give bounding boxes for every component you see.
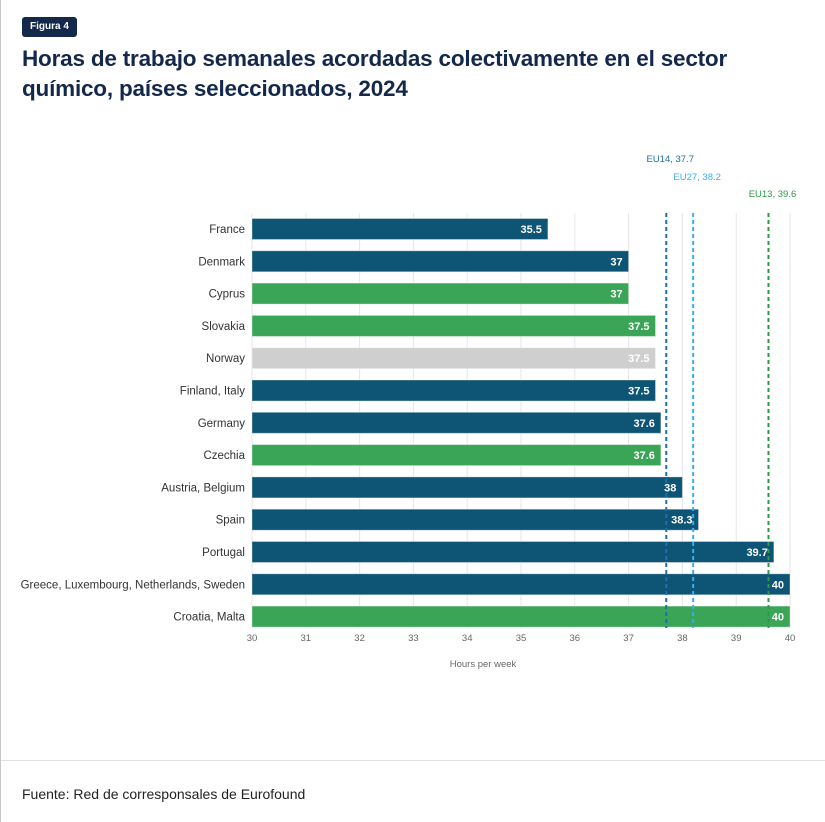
footer-divider xyxy=(1,760,825,761)
x-tick-label: 38 xyxy=(677,633,688,644)
x-axis-ticks: 30 31 32 33 34 35 36 37 38 39 40 xyxy=(247,633,796,644)
data-label: 37.5 xyxy=(628,353,649,365)
bar xyxy=(251,282,630,305)
bar xyxy=(251,476,683,499)
bar xyxy=(251,347,656,370)
bar xyxy=(251,379,656,402)
category-labels: France Denmark Cyprus Slovakia Norway Finland… xyxy=(21,224,246,624)
source-note: Fuente: Red de corresponsales de Eurofou… xyxy=(22,786,306,802)
x-tick-label: 33 xyxy=(408,633,419,644)
category-label: Croatia, Malta xyxy=(173,612,245,624)
bar xyxy=(251,605,791,628)
data-label: 40 xyxy=(772,612,784,624)
bar xyxy=(251,411,662,434)
x-tick-label: 35 xyxy=(516,633,527,644)
data-label: 37.5 xyxy=(628,386,649,398)
bar xyxy=(251,314,656,337)
x-axis-title: Hours per week xyxy=(450,659,517,670)
data-labels: 35.5 37 37 37.5 37.5 37.5 37.6 37.6 38 38.3 39.7 40… xyxy=(520,224,784,624)
data-label: 35.5 xyxy=(520,224,541,236)
data-label: 37 xyxy=(610,256,622,268)
x-tick-label: 32 xyxy=(354,633,365,644)
bar xyxy=(251,573,791,596)
category-label: Finland, Italy xyxy=(180,386,245,398)
x-tick-label: 30 xyxy=(247,633,258,644)
reference-lines: EU14, 37.7 EU27, 38.2 EU13, 39.6 xyxy=(646,154,796,628)
data-label: 37.5 xyxy=(628,321,649,333)
category-label: Czechia xyxy=(203,450,245,462)
data-label: 37 xyxy=(610,289,622,301)
reference-line-label: EU14, 37.7 xyxy=(646,154,694,165)
x-tick-label: 31 xyxy=(301,633,312,644)
reference-line-label: EU13, 39.6 xyxy=(749,189,797,200)
bar xyxy=(251,250,630,273)
data-label: 38.3 xyxy=(671,515,692,527)
bar xyxy=(251,444,662,467)
category-label: Cyprus xyxy=(209,289,246,301)
category-label: Denmark xyxy=(198,256,245,268)
bar xyxy=(251,541,775,563)
left-border xyxy=(0,0,1,822)
x-tick-label: 34 xyxy=(462,633,473,644)
bar xyxy=(251,218,549,240)
data-label: 37.6 xyxy=(633,450,654,462)
reference-line-label: EU27, 38.2 xyxy=(673,172,721,183)
category-label: Norway xyxy=(206,353,245,365)
data-label: 38 xyxy=(664,482,676,494)
category-label: France xyxy=(209,224,245,236)
data-label: 40 xyxy=(772,579,784,591)
x-tick-label: 39 xyxy=(731,633,742,644)
bars xyxy=(251,218,791,628)
x-tick-label: 37 xyxy=(623,633,634,644)
category-label: Slovakia xyxy=(202,321,246,333)
category-label: Greece, Luxembourg, Netherlands, Sweden xyxy=(21,579,245,591)
category-label: Austria, Belgium xyxy=(161,482,245,494)
x-tick-label: 40 xyxy=(785,633,796,644)
x-tick-label: 36 xyxy=(570,633,581,644)
category-label: Germany xyxy=(198,418,246,430)
category-label: Portugal xyxy=(202,547,245,559)
category-label: Spain xyxy=(216,515,245,527)
data-label: 37.6 xyxy=(633,418,654,430)
figure-badge: Figura 4 xyxy=(22,17,77,37)
data-label: 39.7 xyxy=(746,547,767,559)
bar xyxy=(251,508,700,531)
chart-title: Horas de trabajo semanales acordadas col… xyxy=(22,46,728,101)
